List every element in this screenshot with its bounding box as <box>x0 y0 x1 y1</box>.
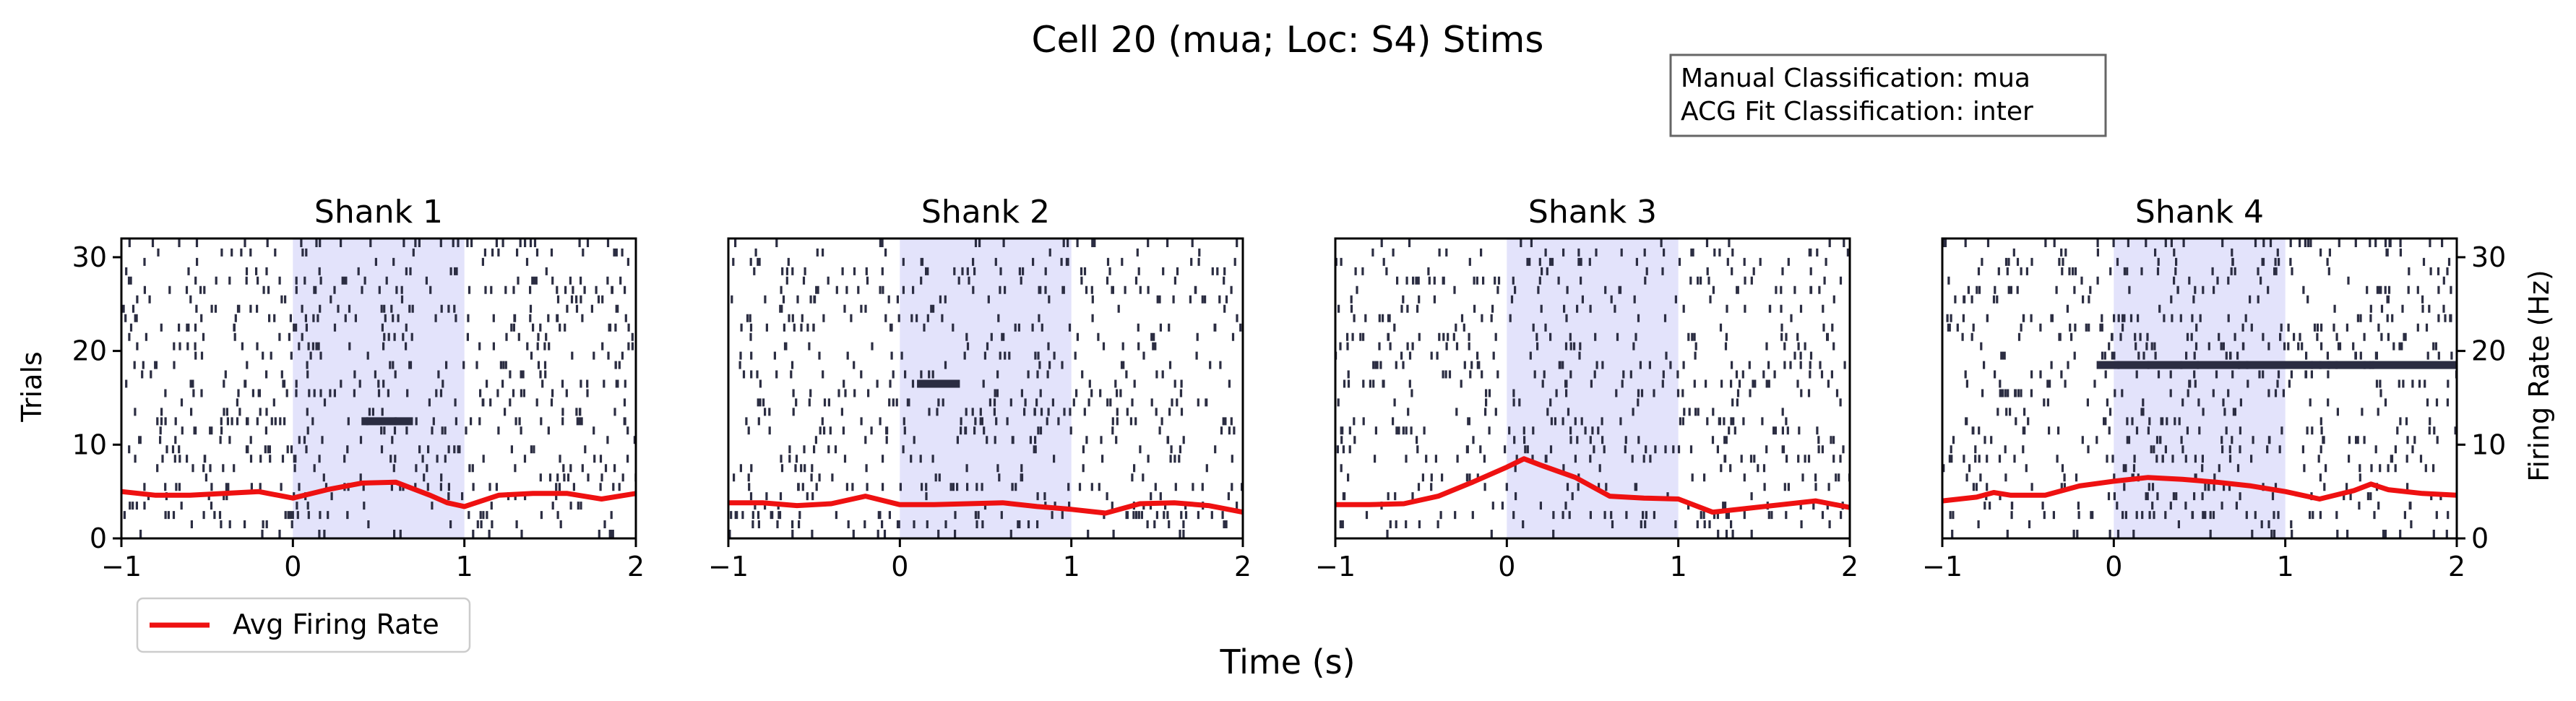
spike-ticks <box>728 239 1244 538</box>
legend: Avg Firing Rate <box>136 597 471 653</box>
manual-classification-text: Manual Classification: mua <box>1681 64 2030 93</box>
stimulus-window <box>900 238 1072 538</box>
info-box-frame <box>1669 53 2107 137</box>
x-tick-label: 0 <box>1498 551 1515 582</box>
x-tick-label: −1 <box>101 551 142 582</box>
panel-shank-3: Shank 3 −1 0 1 2 <box>1315 194 1858 582</box>
spike-raster <box>1942 239 2458 538</box>
x-tick-label: 1 <box>456 551 473 582</box>
avg-firing-rate-line <box>1335 456 1851 515</box>
axes-frame <box>1334 237 1851 540</box>
x-tick-label: 2 <box>627 551 645 582</box>
x-tick-label: −1 <box>1922 551 1963 582</box>
x-tick-label: 2 <box>1841 551 1858 582</box>
dense-spike-train <box>917 379 960 388</box>
x-tick-label: 0 <box>284 551 301 582</box>
rate-tick-label: 30 <box>2471 241 2506 273</box>
rate-tick-label: 10 <box>2471 429 2506 460</box>
spike-raster <box>122 239 637 538</box>
avg-firing-rate-line <box>728 494 1244 516</box>
panel-title: Shank 3 <box>1528 194 1657 231</box>
panel-title: Shank 4 <box>2135 194 2264 231</box>
time-axis-label: Time (s) <box>1219 642 1355 681</box>
trials-tick-label: 30 <box>72 241 107 273</box>
spike-raster <box>728 239 1244 538</box>
x-tick-label: 0 <box>2105 551 2122 582</box>
trials-axis-label: Trials <box>16 351 48 422</box>
figure-title: Cell 20 (mua; Loc: S4) Stims <box>1032 19 1544 61</box>
spike-ticks <box>122 239 637 538</box>
trials-tick-label: 20 <box>72 335 107 367</box>
x-tick-label: 1 <box>1063 551 1080 582</box>
x-tick-label: 0 <box>891 551 908 582</box>
x-tick-label: 1 <box>2277 551 2294 582</box>
x-tick-label: 2 <box>2448 551 2465 582</box>
axes-frame <box>727 237 1244 540</box>
panel-title: Shank 1 <box>314 194 443 231</box>
avg-firing-rate-line <box>1942 475 2457 504</box>
trials-tick-label: 0 <box>90 522 107 554</box>
stimulus-window <box>1507 238 1679 538</box>
rate-tick-label: 0 <box>2471 522 2489 554</box>
panel-shank-2: Shank 2 −1 0 1 2 <box>708 194 1252 582</box>
x-tick-label: 2 <box>1234 551 1252 582</box>
trials-tick-label: 10 <box>72 429 107 460</box>
legend-label: Avg Firing Rate <box>233 608 439 640</box>
spike-ticks <box>1942 239 2458 538</box>
avg-firing-rate-line <box>121 479 637 509</box>
dense-spike-train <box>361 417 413 426</box>
axes-frame <box>1941 237 2458 540</box>
classification-info-box: Manual Classification: mua ACG Fit Class… <box>1669 53 2107 137</box>
firing-rate-axis-label: Firing Rate (Hz) <box>2523 270 2555 482</box>
dense-spike-train <box>2096 361 2457 369</box>
panel-title: Shank 2 <box>921 194 1050 231</box>
axes-frame <box>120 237 637 540</box>
legend-frame <box>136 597 471 653</box>
acg-fit-classification-text: ACG Fit Classification: inter <box>1681 97 2033 126</box>
x-tick-label: 1 <box>1670 551 1687 582</box>
x-tick-label: −1 <box>1315 551 1356 582</box>
x-tick-label: −1 <box>708 551 749 582</box>
rate-tick-label: 20 <box>2471 335 2506 367</box>
